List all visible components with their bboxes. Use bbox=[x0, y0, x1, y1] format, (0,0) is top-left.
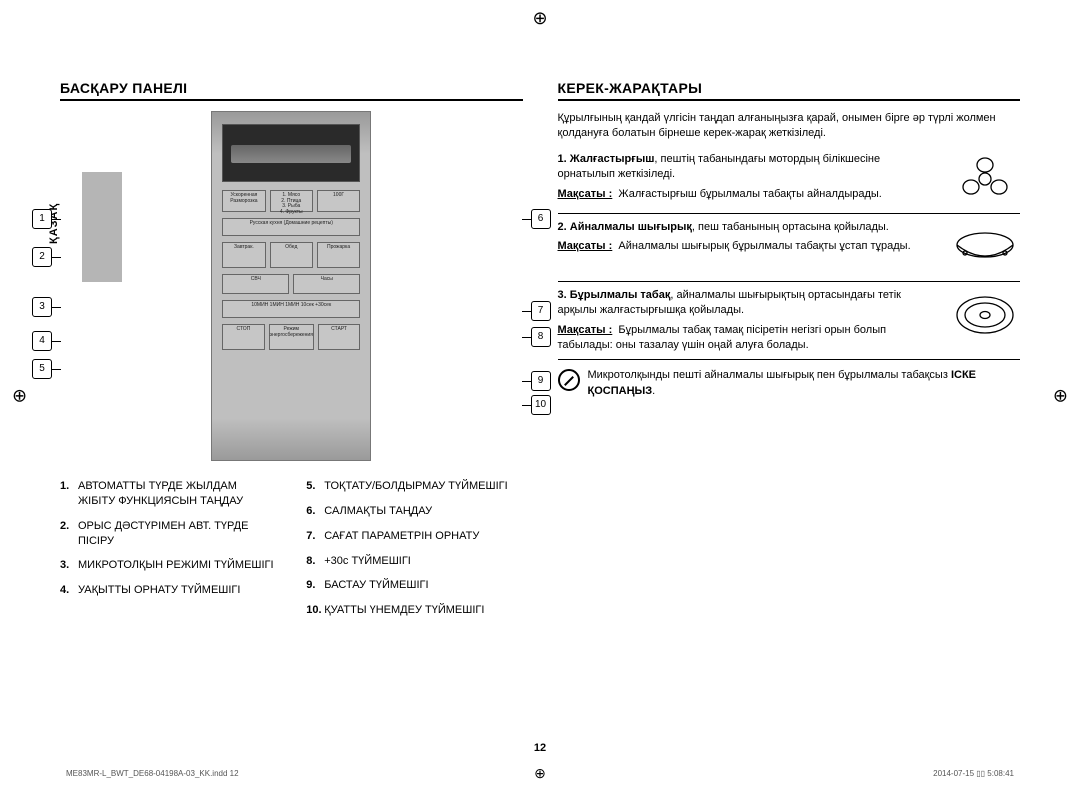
right-column: КЕРЕК-ЖАРАҚТАРЫ Құрылғының қандай үлгісі… bbox=[558, 50, 1021, 628]
callout-9: 9 bbox=[531, 371, 551, 391]
accessory-title: Айналмалы шығырық bbox=[570, 221, 692, 233]
callout-4: 4 bbox=[32, 331, 52, 351]
accessory-item: 2. Айналмалы шығырық, пеш табанының орта… bbox=[558, 220, 1021, 275]
panel-clock: Часы bbox=[293, 274, 360, 294]
legend-item: 8.+30с ТҮЙМЕШІГІ bbox=[306, 554, 522, 569]
panel-defrost: Ускоренная Разморозка bbox=[222, 190, 265, 212]
callout-3: 3 bbox=[32, 297, 52, 317]
registration-mark-top: ⊕ bbox=[532, 8, 547, 29]
callout-2: 2 bbox=[32, 247, 52, 267]
callout-6: 6 bbox=[531, 209, 551, 229]
legend-item: 6.САЛМАҚТЫ ТАҢДАУ bbox=[306, 504, 522, 519]
control-panel-figure: 1 2 3 4 5 Ускоренная Разморозка 1. Мясо … bbox=[60, 111, 523, 461]
legend-right: 5.ТОҚТАТУ/БОЛДЫРМАУ ТҮЙМЕШІГІ 6.САЛМАҚТЫ… bbox=[306, 479, 522, 628]
registration-mark-bottom: ⊕ bbox=[534, 765, 546, 782]
intro-text: Құрылғының қандай үлгісін таңдап алғаның… bbox=[558, 111, 1021, 142]
panel-eco: Режим энергосбережения bbox=[269, 324, 314, 350]
panel-lunch: Обед bbox=[270, 242, 313, 268]
legend-item: 10.ҚУАТТЫ ҮНЕМДЕУ ТҮЙМЕШІГІ bbox=[306, 603, 522, 618]
warning-text: Микротолқынды пешті айналмалы шығырық пе… bbox=[588, 368, 1021, 399]
callout-1: 1 bbox=[32, 209, 52, 229]
divider bbox=[60, 99, 523, 101]
footer-filename: ME83MR-L_BWT_DE68-04198A-03_KK.indd 12 bbox=[66, 769, 239, 778]
accessory-title: Жалғастырғыш bbox=[570, 153, 655, 165]
coupler-icon bbox=[950, 152, 1020, 207]
legend-item: 3.МИКРОТОЛҚЫН РЕЖИМІ ТҮЙМЕШІГІ bbox=[60, 558, 276, 573]
warning-row: Микротолқынды пешті айналмалы шығырық пе… bbox=[558, 368, 1021, 399]
legend-item: 7.САҒАТ ПАРАМЕТРІН ОРНАТУ bbox=[306, 529, 522, 544]
panel-display bbox=[222, 124, 360, 182]
panel-foods: 1. Мясо 2. Птица 3. Рыба 4. Фрукты bbox=[270, 190, 313, 212]
divider bbox=[558, 213, 1021, 214]
control-panel: Ускоренная Разморозка 1. Мясо 2. Птица 3… bbox=[211, 111, 371, 461]
callouts-right: 6 7 8 9 10 bbox=[531, 209, 551, 415]
purpose-label: Мақсаты : bbox=[558, 324, 613, 336]
purpose-label: Мақсаты : bbox=[558, 240, 613, 252]
panel-weight: 100Г bbox=[317, 190, 360, 212]
panel-time-keys: 10МИН 1МИН 1МИН 10сек +30сек bbox=[222, 300, 360, 318]
legend-item: 4.УАҚЫТТЫ ОРНАТУ ТҮЙМЕШІГІ bbox=[60, 583, 276, 598]
panel-start: СТАРТ bbox=[318, 324, 360, 350]
accessory-title: Бұрылмалы табақ bbox=[570, 289, 671, 301]
panel-roast: Прожарка bbox=[317, 242, 360, 268]
page-number: 12 bbox=[534, 742, 546, 754]
panel-breakfast: Завтрак. bbox=[222, 242, 265, 268]
purpose-label: Мақсаты : bbox=[558, 188, 613, 200]
panel-microwave: СВЧ bbox=[222, 274, 289, 294]
legend-item: 9.БАСТАУ ТҮЙМЕШІГІ bbox=[306, 578, 522, 593]
legend-item: 1.АВТОМАТТЫ ТҮРДЕ ЖЫЛДАМ ЖІБІТУ ФУНКЦИЯС… bbox=[60, 479, 276, 509]
registration-mark-left: ⊕ bbox=[12, 386, 27, 407]
accessory-item: 1. Жалғастырғыш, пештің табанындағы мото… bbox=[558, 152, 1021, 207]
left-column: БАСҚАРУ ПАНЕЛІ 1 2 3 4 5 Ускоренная Разм… bbox=[60, 50, 523, 628]
callout-5: 5 bbox=[32, 359, 52, 379]
legend-item: 2.ОРЫС ДӘСТҮРІМЕН АВТ. ТҮРДЕ ПІСІРУ bbox=[60, 519, 276, 549]
divider bbox=[558, 359, 1021, 360]
legend-item: 5.ТОҚТАТУ/БОЛДЫРМАУ ТҮЙМЕШІГІ bbox=[306, 479, 522, 494]
panel-recipes: Русская кухня (Домашние рецепты) bbox=[222, 218, 360, 236]
left-heading: БАСҚАРУ ПАНЕЛІ bbox=[60, 80, 523, 96]
roller-ring-icon bbox=[950, 220, 1020, 275]
panel-stop: СТОП bbox=[222, 324, 264, 350]
divider bbox=[558, 99, 1021, 101]
callout-10: 10 bbox=[531, 395, 551, 415]
registration-mark-right: ⊕ bbox=[1053, 386, 1068, 407]
legend: 1.АВТОМАТТЫ ТҮРДЕ ЖЫЛДАМ ЖІБІТУ ФУНКЦИЯС… bbox=[60, 479, 523, 628]
prohibit-icon bbox=[558, 369, 580, 391]
footer-timestamp: 2014-07-15 ▯▯ 5:08:41 bbox=[933, 769, 1014, 778]
callout-7: 7 bbox=[531, 301, 551, 321]
callout-8: 8 bbox=[531, 327, 551, 347]
accessory-item: 3. Бұрылмалы табақ, айналмалы шығырықтың… bbox=[558, 288, 1021, 354]
divider bbox=[558, 281, 1021, 282]
legend-left: 1.АВТОМАТТЫ ТҮРДЕ ЖЫЛДАМ ЖІБІТУ ФУНКЦИЯС… bbox=[60, 479, 276, 628]
callouts-left: 1 2 3 4 5 bbox=[32, 209, 52, 379]
turntable-icon bbox=[950, 288, 1020, 343]
right-heading: КЕРЕК-ЖАРАҚТАРЫ bbox=[558, 80, 1021, 96]
